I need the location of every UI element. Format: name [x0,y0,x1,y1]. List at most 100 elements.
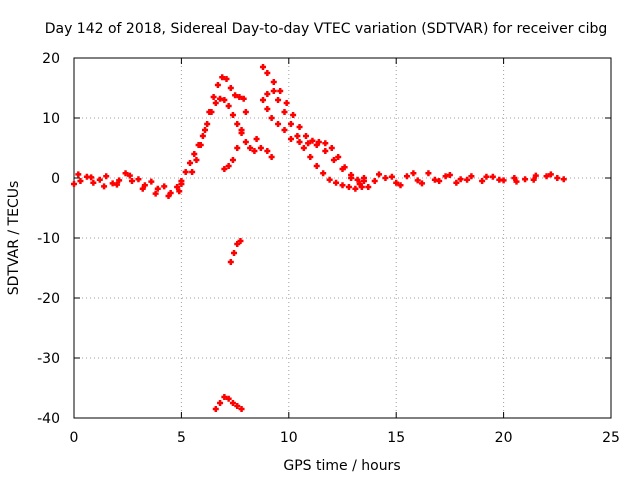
series-rise-upper-branch [189,74,249,175]
data-point [234,145,241,151]
x-tick-label: 5 [177,430,186,446]
data-point [221,394,228,400]
data-point [554,175,561,181]
data-point [90,179,97,186]
data-point [328,145,335,151]
x-tick-label: 15 [387,430,405,446]
data-point [242,109,249,115]
series-rise-lower-branch [178,95,258,184]
y-tick-label: -40 [37,411,60,427]
data-point [283,100,290,106]
data-point [532,172,539,179]
data-point [418,180,425,187]
data-point [388,173,395,180]
data-point [479,178,486,184]
data-point [189,169,196,175]
data-point [232,92,239,99]
data-point [371,178,378,184]
data-point [154,185,161,192]
data-point [547,171,554,178]
data-point [268,154,275,160]
data-point [356,181,363,187]
data-point [281,109,288,115]
data-point [214,82,221,88]
data-point [560,176,567,183]
data-point [264,148,271,154]
data-point [223,76,230,82]
data-point [126,172,133,179]
data-point [281,127,288,133]
data-point [296,139,303,145]
data-point [231,250,238,256]
data-point [425,170,432,177]
data-point [225,395,232,402]
data-point [307,154,314,160]
data-point [161,183,168,190]
data-points [71,64,567,412]
data-point [294,133,301,139]
data-point [320,170,327,177]
data-point [264,106,271,112]
data-point [139,185,146,192]
data-point [227,259,234,265]
data-point [221,97,228,103]
data-point [101,183,108,190]
data-point [193,157,200,163]
data-point [489,173,496,180]
data-point [302,133,309,139]
x-axis-title: GPS time / hours [283,458,400,474]
chart-title: Day 142 of 2018, Sidereal Day-to-day VTE… [45,21,608,37]
data-point [251,148,258,154]
series-post-peak-branch-b [260,88,365,192]
data-point [236,94,243,100]
x-tick-label: 0 [70,430,79,446]
data-point [219,74,226,81]
data-point [221,166,228,172]
data-point [229,400,236,406]
data-point [290,112,297,118]
data-point [313,142,320,148]
data-point [530,176,537,183]
data-point [275,97,282,103]
data-point [397,182,404,189]
data-point [277,88,284,94]
data-point [174,184,181,190]
data-point [333,179,340,186]
data-point [204,121,211,127]
data-point [128,178,135,184]
data-point [322,140,329,147]
data-point [322,148,329,154]
data-point [431,176,438,183]
data-point [197,142,204,148]
series-negative-spike-mid [227,238,244,265]
data-point [339,166,346,172]
data-point [270,79,277,85]
y-tick-label: -30 [37,351,60,367]
data-point [227,85,234,91]
data-point [275,121,282,127]
data-point [453,179,460,186]
data-point [229,112,236,118]
data-point [483,173,490,180]
y-tick-label: -20 [37,291,60,307]
data-point [253,136,260,142]
data-point [122,170,129,177]
data-point [287,121,294,127]
data-point [75,171,82,178]
series-baseline-late [360,170,567,189]
data-point [335,154,342,160]
data-point [313,163,320,169]
data-point [212,100,219,106]
tick-marks [73,57,612,419]
data-point [354,176,361,183]
data-point [393,179,400,186]
data-point [287,136,294,142]
x-tick-label: 10 [280,430,298,446]
y-tick-label: 20 [42,51,60,67]
data-point [330,157,337,163]
data-point [77,178,84,184]
data-point [247,145,254,151]
data-point [305,140,312,147]
series-isolated-points [253,136,275,160]
